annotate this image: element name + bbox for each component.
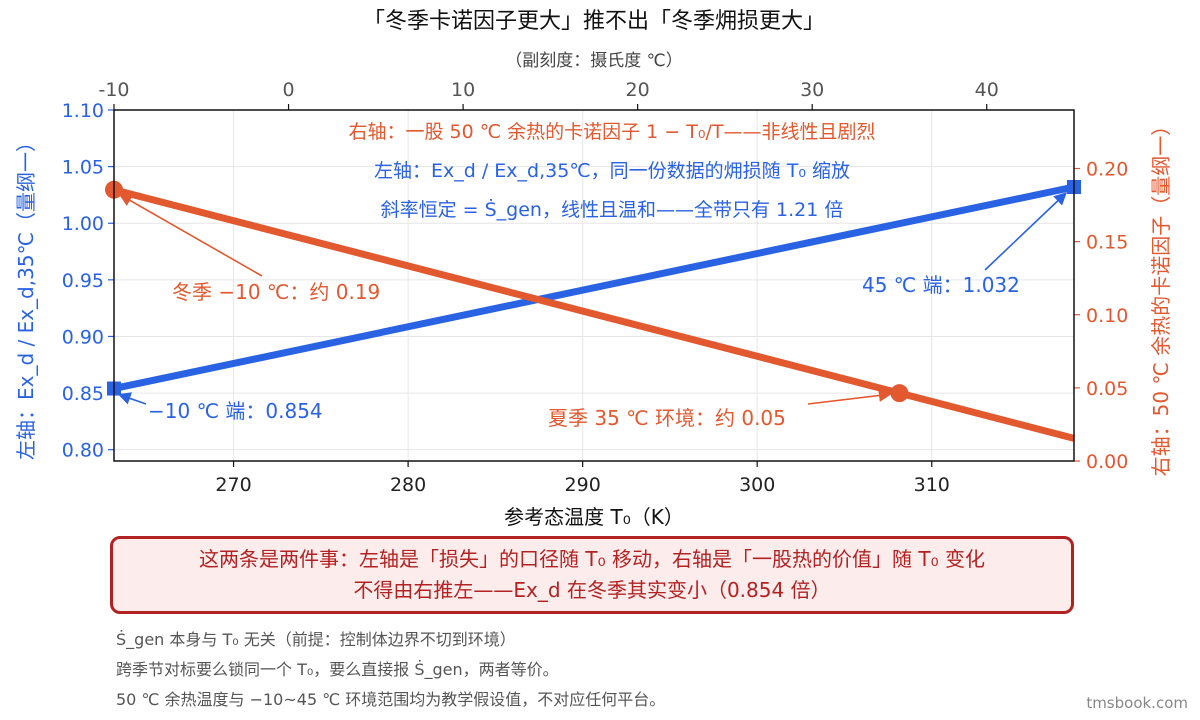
callout-box: 这两条是两件事：左轴是「损失」的口径随 T₀ 移动，右轴是「一股热的价值」随 T… bbox=[110, 536, 1074, 614]
top-tick-label: 40 bbox=[975, 79, 999, 101]
left-axis-series-line bbox=[113, 183, 1075, 392]
right-axis-series-line bbox=[113, 186, 1075, 442]
x-tick-label: 290 bbox=[565, 474, 601, 496]
y-left-tick-label: 1.00 bbox=[62, 213, 104, 235]
plot-frame bbox=[113, 109, 1075, 462]
right-axis-circle-marker bbox=[890, 384, 909, 403]
annotation-arrows bbox=[117, 192, 1067, 405]
y-left-tick-label: 1.10 bbox=[62, 100, 104, 122]
arrow-summer bbox=[807, 389, 892, 405]
brand-watermark: tmsbook.com bbox=[1086, 694, 1188, 712]
top-tick-label: 30 bbox=[800, 79, 824, 101]
footnote-1: Ṡ_gen 本身与 T₀ 无关（前提：控制体边界不切到环境） bbox=[116, 630, 516, 649]
y-left-tick-label: 0.95 bbox=[62, 270, 104, 292]
y-right-tick-label: 0.05 bbox=[1086, 378, 1128, 400]
footnote-2: 跨季节对标要么锁同一个 T₀，要么直接报 Ṡ_gen，两者等价。 bbox=[116, 660, 559, 679]
x-tick-label: 280 bbox=[390, 474, 426, 496]
ticks-layer: 270 280 290 300 310 -10 0 10 20 30 40 0.80 0.85 0.90 0… bbox=[62, 79, 1129, 496]
annotation-left-end-label: −10 ℃ 端：0.854 bbox=[148, 399, 323, 423]
y-left-tick-label: 0.80 bbox=[62, 440, 104, 462]
footnote-3: 50 ℃ 余热温度与 −10~45 ℃ 环境范围均为教学假设值，不对应任何平台。 bbox=[116, 690, 666, 709]
top-axis-label: （副刻度：摄氏度 ℃） bbox=[505, 51, 683, 71]
annotation-right-axis-note: 右轴：一股 50 ℃ 余热的卡诺因子 1 − T₀/T——非线性且剧烈 bbox=[349, 121, 876, 143]
annotation-right-end-label: 45 ℃ 端：1.032 bbox=[862, 273, 1020, 297]
y-right-tick-label: 0.20 bbox=[1086, 159, 1128, 181]
top-tick-label: 0 bbox=[282, 79, 294, 101]
annotation-winter-label: 冬季 −10 ℃：约 0.19 bbox=[172, 280, 380, 304]
annotation-left-axis-note: 左轴：Ex_d / Ex_d,35℃，同一份数据的㶲损随 T₀ 缩放 bbox=[374, 160, 850, 182]
y-right-tick-label: 0.00 bbox=[1086, 451, 1128, 473]
y-right-tick-label: 0.15 bbox=[1086, 232, 1128, 254]
y-left-tick-label: 0.85 bbox=[62, 383, 104, 405]
y-right-tick-label: 0.10 bbox=[1086, 305, 1128, 327]
annotation-slope-note: 斜率恒定 = Ṡ_gen，线性且温和——全带只有 1.21 倍 bbox=[381, 198, 844, 221]
top-tick-label: 20 bbox=[626, 79, 650, 101]
arrow-winter bbox=[118, 194, 263, 277]
annotation-summer-label: 夏季 35 ℃ 环境：约 0.05 bbox=[548, 406, 786, 430]
callout-line-1: 这两条是两件事：左轴是「损失」的口径随 T₀ 移动，右轴是「一股热的价值」随 T… bbox=[199, 547, 985, 571]
top-tick-label: -10 bbox=[98, 79, 129, 101]
y-left-tick-label: 1.05 bbox=[62, 157, 104, 179]
y-axis-left-label: 左轴：Ex_d / Ex_d,35℃（量纲一） bbox=[14, 132, 38, 460]
y-left-tick-label: 0.90 bbox=[62, 326, 104, 348]
chart: 270 280 290 300 310 -10 0 10 20 30 40 0.80 0.85 0.90 0… bbox=[14, 9, 1173, 529]
chart-title: 「冬季卡诺因子更大」推不出「冬季㶲损更大」 bbox=[363, 9, 825, 34]
y-axis-right-label: 右轴：50 ℃ 余热的卡诺因子（量纲一） bbox=[1149, 116, 1173, 477]
callout-line-2: 不得由右推左——Ex_d 在冬季其实变小（0.854 倍） bbox=[353, 578, 831, 602]
arrow-left-end bbox=[117, 392, 147, 405]
x-axis-label: 参考态温度 T₀（K） bbox=[504, 505, 684, 529]
x-tick-label: 300 bbox=[739, 474, 775, 496]
top-tick-label: 10 bbox=[451, 79, 475, 101]
x-tick-label: 310 bbox=[914, 474, 950, 496]
arrow-right-end bbox=[984, 192, 1067, 271]
x-tick-label: 270 bbox=[215, 474, 251, 496]
